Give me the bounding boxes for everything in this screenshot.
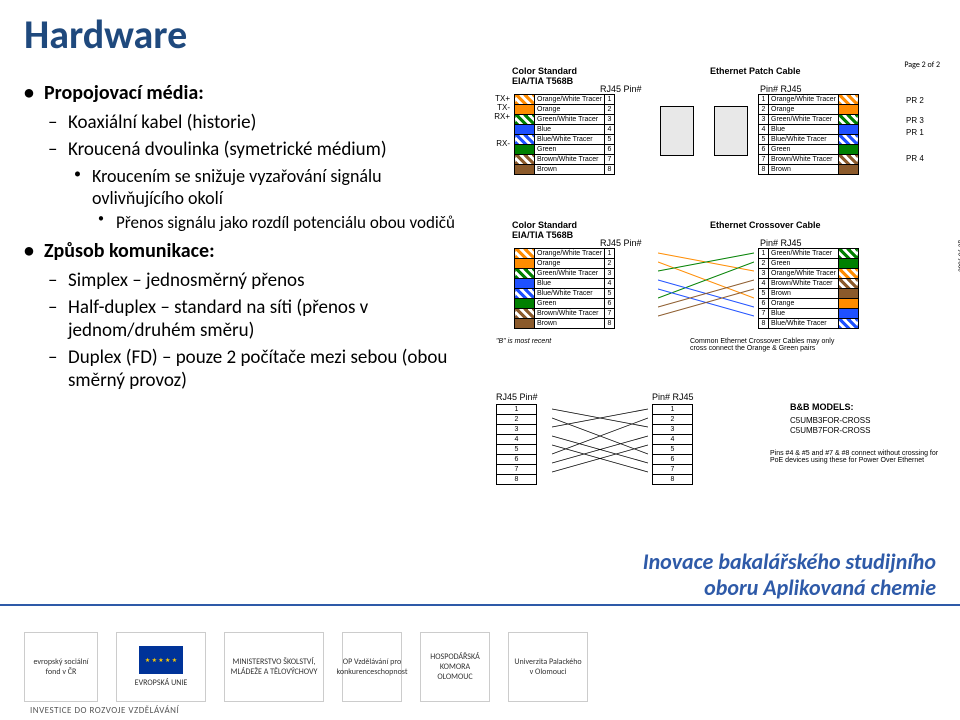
note-crossover: Common Ethernet Crossover Cables may onl… <box>690 338 850 352</box>
label-rj45-r: Pin# RJ45 <box>760 84 802 94</box>
pr2: PR 2 <box>906 96 924 105</box>
bullet-koax: Koaxiální kabel (historie) <box>24 111 464 134</box>
label-cross: Ethernet Crossover Cable <box>710 220 821 230</box>
table-patch-right: 1Orange/White Tracer2Orange3Green/White … <box>758 94 859 175</box>
diagram-crossover: Color Standard EIA/TIA T568B Ethernet Cr… <box>490 220 940 380</box>
label-rj45-r3: Pin# RJ45 <box>652 392 694 402</box>
invest-tagline: INVESTICE DO ROZVOJE VZDĚLÁVÁNÍ <box>30 705 179 716</box>
label-eia2: EIA/TIA T568B <box>512 230 573 240</box>
bb-model-1: C5UMB3FOR-CROSS <box>790 416 870 425</box>
sig-rxp: RX+ <box>490 112 510 121</box>
connector-r1 <box>714 106 748 156</box>
label-rj45-l: RJ45 Pin# <box>600 84 642 94</box>
sig-txp: TX+ <box>490 94 510 103</box>
note-poe: Pins #4 & #5 and #7 & #8 connect without… <box>770 450 940 464</box>
eu-flag-icon <box>139 646 183 674</box>
diagram-pinmap: RJ45 Pin# Pin# RJ45 12345678 12345678 B&… <box>490 392 940 512</box>
table-patch-left: Orange/White Tracer1Orange2Green/White T… <box>514 94 615 175</box>
footer-line1: Inovace bakalářského studijního <box>643 548 936 575</box>
label-rj45-l3: RJ45 Pin# <box>496 392 538 402</box>
crossover-lines-2 <box>552 404 648 484</box>
footer-text: Inovace bakalářského studijního oboru Ap… <box>643 549 936 600</box>
datestamp: 2006.06.28 <box>956 240 960 272</box>
label-rj45-l2: RJ45 Pin# <box>600 238 642 248</box>
label-color-std2: Color Standard <box>512 220 577 230</box>
bullet-duplex: Duplex (FD) – pouze 2 počítače mezi sebo… <box>24 346 464 392</box>
sig-rxm: RX- <box>490 139 510 148</box>
diagram-patch: Color Standard EIA/TIA T568B Ethernet Pa… <box>490 66 940 206</box>
pr3: PR 3 <box>906 116 924 125</box>
crossover-lines <box>658 248 754 328</box>
bullet-propojovaci: Propojovací média: <box>24 81 464 105</box>
label-eia: EIA/TIA T568B <box>512 76 573 86</box>
table-cross-right: 1Green/White Tracer2Green3Orange/White T… <box>758 248 859 329</box>
bullet-simplex: Simplex – jednosměrný přenos <box>24 269 464 292</box>
slide-title: Hardware <box>24 10 187 59</box>
logo-esf: evropský sociální fond v ČR <box>24 632 98 702</box>
logo-hk: HOSPODÁŘSKÁ KOMORA OLOMOUC <box>420 632 490 702</box>
bullet-kroucenim: Kroucením se snižuje vyzařování signálu … <box>24 165 464 209</box>
table-cross-left: Orange/White Tracer1Orange2Green/White T… <box>514 248 615 329</box>
pr1: PR 1 <box>906 128 924 137</box>
sig-txm: TX- <box>490 103 510 112</box>
label-bbmodels: B&B MODELS: <box>790 402 854 412</box>
connector-l1 <box>660 106 694 156</box>
logo-upol: Univerzita Palackého v Olomouci <box>508 632 588 702</box>
logo-eu-label: EVROPSKÁ UNIE <box>135 678 188 688</box>
bullet-prenos: Přenos signálu jako rozdíl potenciálu ob… <box>24 212 464 233</box>
table-pinmap-right: 12345678 <box>652 404 693 485</box>
logo-ministerstvo: MINISTERSTVO ŠKOLSTVÍ, MLÁDEŽE A TĚLOVÝC… <box>224 632 324 702</box>
label-color-std: Color Standard <box>512 66 577 76</box>
content-block: Propojovací média: Koaxiální kabel (hist… <box>24 75 464 396</box>
bullet-halfduplex: Half-duplex – standard na síti (přenos v… <box>24 296 464 342</box>
label-patch: Ethernet Patch Cable <box>710 66 801 76</box>
footer-line2: oboru Aplikovaná chemie <box>704 574 936 601</box>
bb-model-2: C5UMB7FOR-CROSS <box>790 426 870 435</box>
bullet-kroucena: Kroucená dvoulinka (symetrické médium) <box>24 138 464 161</box>
label-rj45-r2: Pin# RJ45 <box>760 238 802 248</box>
table-pinmap-left: 12345678 <box>496 404 537 485</box>
note-b-recent: "B" is most recent <box>496 338 656 345</box>
bullet-zpusob: Způsob komunikace: <box>24 239 464 263</box>
pr4: PR 4 <box>906 154 924 163</box>
footer-bar <box>0 604 960 606</box>
logo-strip: evropský sociální fond v ČR EVROPSKÁ UNI… <box>24 622 588 702</box>
logo-eu: EVROPSKÁ UNIE <box>116 632 206 702</box>
logo-op: OP Vzdělávání pro konkurenceschopnost <box>342 632 402 702</box>
